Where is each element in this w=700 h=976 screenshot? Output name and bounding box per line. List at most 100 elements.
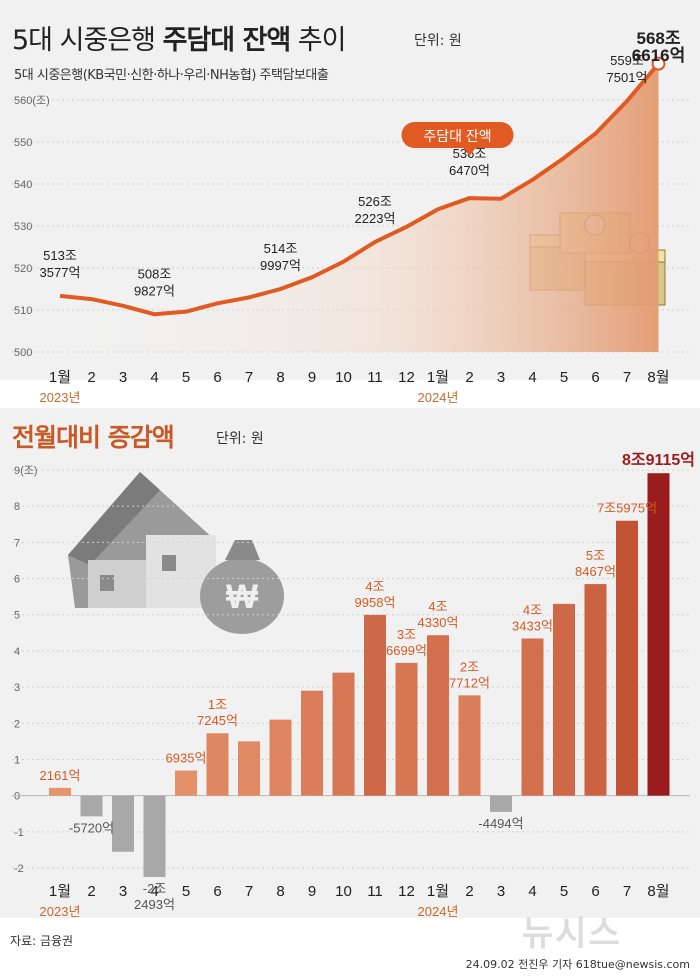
y-tick-label: 540 bbox=[14, 179, 32, 191]
x-tick-label: 4 bbox=[150, 369, 158, 386]
year-label: 2023년 bbox=[40, 904, 81, 919]
bar-value-label: -2조 bbox=[143, 881, 167, 896]
x-tick-label: 5 bbox=[182, 883, 190, 900]
x-tick-label: 6 bbox=[213, 369, 221, 386]
data-callout-label: 9997억 bbox=[260, 258, 301, 273]
bar bbox=[80, 795, 103, 817]
x-tick-label: 4 bbox=[528, 883, 536, 900]
y-tick-label: 6 bbox=[14, 574, 20, 586]
bar bbox=[238, 741, 260, 796]
x-tick-label: 2 bbox=[465, 369, 473, 386]
x-tick-label: 1월 bbox=[427, 883, 449, 900]
y-tick-label: 5 bbox=[14, 610, 20, 622]
x-tick-label: 11 bbox=[367, 369, 383, 386]
source-note: 자료: 금융권 bbox=[10, 934, 74, 948]
line-chart-unit: 단위: 원 bbox=[414, 33, 462, 49]
x-tick-label: 6 bbox=[591, 883, 599, 900]
y-tick-label: 3 bbox=[14, 682, 20, 694]
x-tick-label: 11 bbox=[367, 883, 383, 900]
x-tick-label: 4 bbox=[150, 883, 158, 900]
x-tick-label: 6 bbox=[213, 883, 221, 900]
bar-value-label: 8467억 bbox=[575, 564, 616, 579]
bar-value-label: 6699억 bbox=[386, 643, 427, 658]
bar-value-label: 3조 bbox=[397, 627, 416, 642]
data-callout-label: 7501억 bbox=[607, 70, 648, 85]
y-tick-label: 510 bbox=[14, 305, 32, 317]
line-chart: 500 510 520 530 540 550 560(조) 1월 2 3 4 5 6 7 8 9 10 11 1… bbox=[12, 29, 690, 405]
x-tick-label: 2 bbox=[87, 883, 95, 900]
data-callout-label: 513조 bbox=[43, 248, 77, 263]
bar-value-label: 6935억 bbox=[166, 751, 207, 766]
x-tick-label: 3 bbox=[119, 883, 127, 900]
bar-value-label: 1조 bbox=[208, 697, 227, 712]
bar bbox=[647, 473, 670, 796]
y-tick-label: 2 bbox=[14, 718, 20, 730]
x-tick-label: 1월 bbox=[427, 369, 449, 386]
bar-value-label: 4조 bbox=[523, 602, 542, 617]
y-tick-label: 530 bbox=[14, 221, 32, 233]
x-tick-label: 10 bbox=[335, 369, 352, 386]
bar-value-label: 7712억 bbox=[449, 675, 490, 690]
x-tick-label: 7 bbox=[623, 369, 631, 386]
x-tick-label: 8월 bbox=[647, 883, 669, 900]
year-label: 2024년 bbox=[418, 904, 459, 919]
x-tick-label: 10 bbox=[335, 883, 352, 900]
bar-value-label: 8조9115억 bbox=[622, 450, 695, 469]
bar bbox=[553, 603, 575, 796]
bar bbox=[143, 795, 166, 878]
bar bbox=[175, 770, 197, 796]
y-tick-label: 500 bbox=[14, 347, 32, 359]
area-fill bbox=[60, 63, 659, 353]
x-tick-label: 9 bbox=[308, 883, 316, 900]
bar-value-label: 4조 bbox=[428, 599, 447, 614]
end-point-marker bbox=[651, 56, 666, 71]
title-part-3: 추이 bbox=[297, 25, 347, 56]
x-tick-label: 5 bbox=[182, 369, 190, 386]
x-tick-label: 5 bbox=[560, 369, 568, 386]
bar-chart-title: 전월대비 증감액 bbox=[12, 423, 175, 452]
bar-value-label: 5조 bbox=[586, 548, 605, 563]
y-tick-label: 520 bbox=[14, 263, 32, 275]
x-tick-label: 8월 bbox=[647, 369, 669, 386]
data-callout-label: 568조 bbox=[636, 29, 680, 48]
bar-value-label: 4조 bbox=[365, 579, 384, 594]
x-tick-label: 1월 bbox=[49, 369, 71, 386]
data-callout-label: 508조 bbox=[138, 266, 172, 281]
x-tick-label: 2 bbox=[465, 883, 473, 900]
data-callout-label: 9827억 bbox=[134, 283, 175, 298]
bar bbox=[521, 638, 544, 796]
data-callout-label: 2223억 bbox=[355, 211, 396, 226]
y-tick-label: 9(조) bbox=[14, 465, 38, 477]
title-part-2: 주담대 잔액 bbox=[162, 25, 292, 56]
x-tick-label: 3 bbox=[497, 369, 505, 386]
watermark: 뉴시스 bbox=[522, 914, 622, 954]
data-callout-label: 6470억 bbox=[449, 163, 490, 178]
x-tick-label: 1월 bbox=[49, 883, 71, 900]
data-callout-label: 3577억 bbox=[40, 265, 81, 280]
title-part-1: 5대 시중은행 bbox=[12, 25, 156, 56]
x-tick-label: 9 bbox=[308, 369, 316, 386]
bar-value-label: 9958억 bbox=[355, 595, 396, 610]
bar bbox=[269, 719, 292, 796]
series-line bbox=[59, 62, 661, 317]
series-badge bbox=[401, 122, 514, 148]
x-tick-label: 3 bbox=[497, 883, 505, 900]
bar bbox=[584, 584, 607, 796]
data-callout-label: 6616억 bbox=[632, 46, 685, 65]
bar-value-label: 2161억 bbox=[40, 768, 81, 783]
bar bbox=[490, 795, 512, 812]
x-tick-label: 8 bbox=[276, 883, 284, 900]
bar bbox=[49, 787, 71, 796]
bar bbox=[332, 672, 355, 796]
bar-value-label: -4494억 bbox=[478, 816, 523, 831]
bar bbox=[206, 733, 229, 796]
credit-line: 24.09.02 전진우 기자 618tue@newsis.com bbox=[465, 958, 690, 971]
y-tick-label: -1 bbox=[14, 827, 24, 839]
x-tick-label: 7 bbox=[245, 883, 253, 900]
bar-value-label: 7조5975억 bbox=[597, 501, 657, 516]
x-tick-label: 4 bbox=[528, 369, 536, 386]
bar bbox=[112, 795, 134, 852]
y-tick-label: 0 bbox=[14, 791, 20, 803]
bar bbox=[364, 614, 386, 796]
